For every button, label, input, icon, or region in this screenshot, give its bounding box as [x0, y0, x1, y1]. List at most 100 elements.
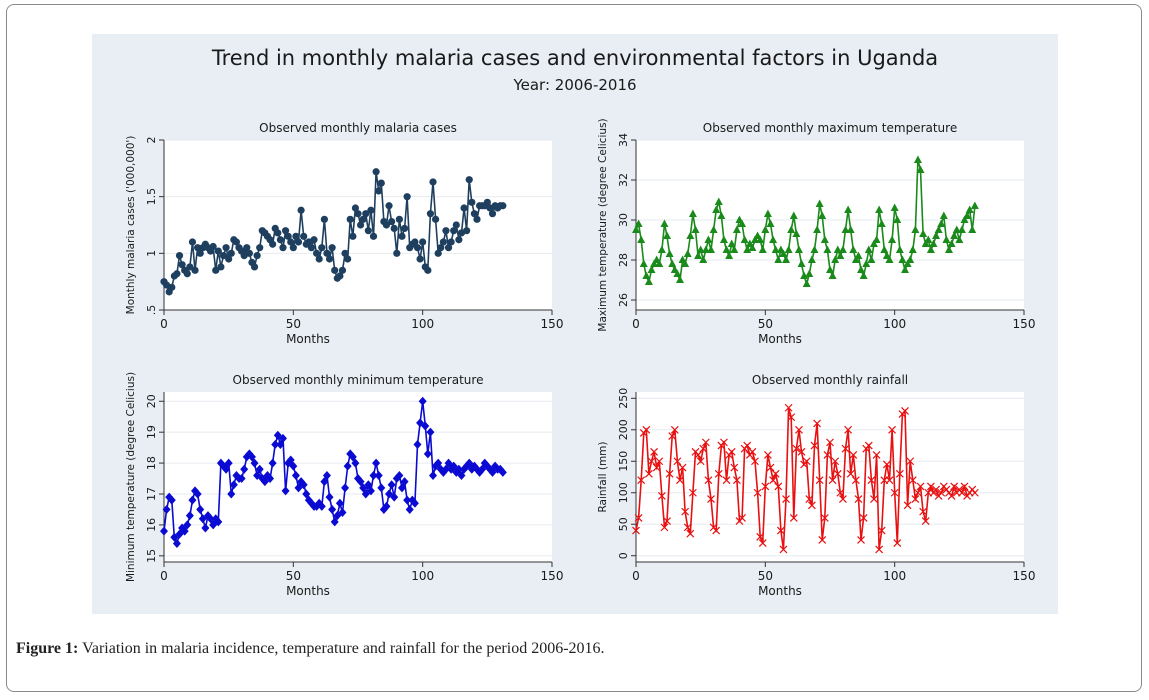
- data-point: [449, 461, 458, 471]
- data-point: [828, 476, 837, 485]
- data-point: [766, 219, 775, 227]
- data-point: [214, 517, 223, 527]
- data-point: [382, 221, 391, 229]
- data-point: [807, 255, 816, 263]
- data-point: [465, 176, 473, 184]
- caption-label: Figure 1:: [16, 640, 79, 657]
- figure-subtitle: Year: 2006-2016: [513, 76, 637, 94]
- data-point: [369, 232, 378, 240]
- data-point: [792, 444, 801, 453]
- data-point: [753, 488, 762, 497]
- data-point: [418, 396, 427, 406]
- data-point: [885, 476, 894, 485]
- y-tick-label: 50: [617, 517, 630, 531]
- data-point: [639, 259, 648, 267]
- chart-title: Observed monthly minimum temperature: [233, 373, 484, 387]
- data-point: [932, 231, 941, 239]
- data-point: [162, 504, 171, 514]
- data-point: [911, 495, 920, 503]
- data-point: [678, 463, 687, 472]
- data-point: [193, 489, 202, 499]
- data-point: [209, 242, 217, 251]
- data-point: [939, 211, 948, 219]
- data-point: [447, 238, 455, 246]
- y-tick-label: 1: [145, 250, 158, 257]
- figure-title: Trend in monthly malaria cases and envir…: [211, 46, 939, 70]
- data-point: [180, 526, 189, 536]
- data-point: [846, 225, 855, 233]
- data-point: [253, 252, 261, 260]
- data-point: [921, 517, 930, 525]
- data-point: [797, 447, 806, 456]
- data-point: [898, 255, 907, 263]
- data-point: [957, 488, 966, 497]
- data-point: [890, 488, 899, 497]
- data-point: [454, 464, 463, 474]
- data-point: [857, 265, 866, 273]
- data-point: [970, 201, 979, 209]
- data-point: [178, 261, 186, 269]
- data-point: [722, 245, 731, 253]
- data-point: [916, 165, 925, 173]
- y-tick-label: 26: [617, 293, 630, 307]
- data-point: [170, 532, 179, 542]
- chart-max-temperature-svg: Observed monthly maximum temperature 26 28…: [597, 118, 1035, 346]
- data-point: [429, 470, 438, 480]
- data-point: [906, 457, 915, 466]
- data-point: [903, 501, 912, 510]
- data-point: [756, 235, 765, 243]
- data-point: [670, 425, 679, 434]
- data-point: [707, 245, 716, 253]
- data-point: [647, 457, 656, 466]
- y-tick-label: 0: [617, 552, 630, 559]
- data-point: [805, 495, 814, 503]
- data-point: [387, 480, 396, 490]
- data-point: [359, 483, 368, 493]
- data-point: [673, 457, 682, 466]
- data-point: [286, 455, 295, 465]
- data-point: [637, 476, 646, 485]
- caption-text: Variation in malaria incidence, temperat…: [78, 640, 605, 657]
- y-axis-label: Minimum temperature (degree Celicius): [125, 372, 137, 582]
- data-point: [732, 476, 741, 485]
- data-point: [807, 501, 816, 510]
- data-point: [374, 470, 383, 480]
- data-point: [725, 251, 734, 259]
- data-point: [645, 469, 653, 478]
- y-axis-label: Maximum temperature (degree Celicius): [597, 118, 609, 331]
- data-point: [748, 447, 757, 456]
- data-point: [805, 269, 814, 277]
- data-point: [937, 488, 946, 497]
- data-point: [748, 243, 757, 251]
- figure-panel: Trend in monthly malaria cases and envir…: [92, 34, 1058, 614]
- data-point: [901, 265, 910, 273]
- x-axis-label: Months: [758, 584, 802, 598]
- data-point: [665, 469, 674, 478]
- data-point: [750, 235, 759, 243]
- data-point: [188, 495, 197, 505]
- data-point: [411, 238, 419, 246]
- y-tick-label: 250: [617, 388, 630, 409]
- chart-malaria-cases-svg: Observed monthly malaria cases .5 1 1.5 2 0 50…: [125, 121, 563, 346]
- data-point: [929, 239, 938, 247]
- data-point: [642, 271, 651, 279]
- data-point: [794, 245, 803, 253]
- data-point: [888, 425, 897, 434]
- data-point: [831, 255, 840, 263]
- data-point: [634, 219, 643, 227]
- data-point: [354, 210, 362, 218]
- data-point: [683, 523, 692, 532]
- data-point: [499, 202, 507, 210]
- data-point: [663, 517, 671, 525]
- data-point: [699, 255, 708, 263]
- data-point: [714, 197, 723, 205]
- data-point: [211, 514, 220, 524]
- data-point: [289, 244, 297, 252]
- data-point: [413, 244, 422, 252]
- x-tick-label: 50: [758, 569, 773, 583]
- x-tick-label: 0: [632, 569, 640, 583]
- data-point: [960, 215, 969, 223]
- data-point: [455, 236, 463, 244]
- data-point: [908, 476, 917, 485]
- data-point: [188, 238, 197, 246]
